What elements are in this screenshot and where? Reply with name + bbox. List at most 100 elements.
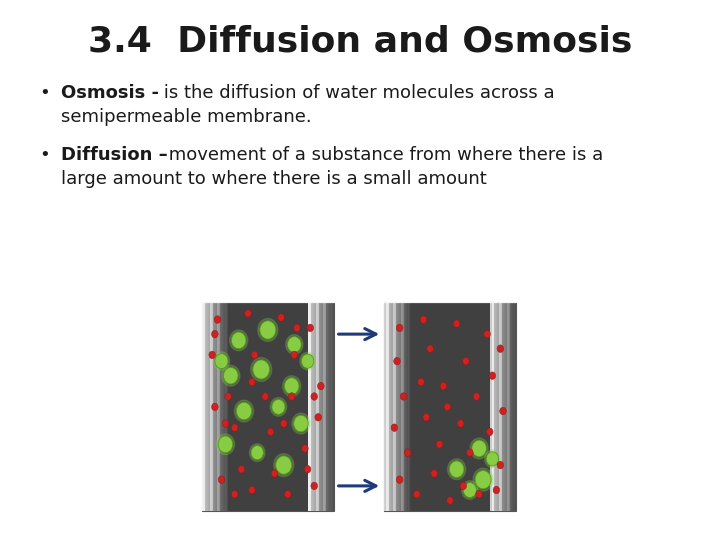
Bar: [323, 303, 325, 511]
Bar: [396, 303, 397, 511]
Bar: [222, 303, 223, 511]
Circle shape: [236, 402, 252, 420]
Text: Osmosis -: Osmosis -: [61, 84, 166, 102]
Circle shape: [231, 490, 238, 498]
Circle shape: [302, 445, 308, 453]
Bar: [325, 303, 326, 511]
Bar: [505, 303, 507, 511]
Circle shape: [294, 324, 300, 332]
Text: semipermeable membrane.: semipermeable membrane.: [61, 108, 312, 126]
Circle shape: [245, 309, 251, 317]
Circle shape: [463, 483, 477, 497]
Bar: [399, 303, 400, 511]
Bar: [402, 303, 403, 511]
Bar: [314, 303, 315, 511]
Bar: [389, 303, 390, 511]
Bar: [308, 303, 310, 511]
Circle shape: [212, 403, 218, 410]
Circle shape: [294, 415, 308, 432]
Bar: [204, 303, 205, 511]
Circle shape: [225, 393, 231, 400]
Bar: [318, 303, 320, 511]
Circle shape: [213, 352, 230, 370]
Circle shape: [500, 407, 506, 415]
Bar: [321, 303, 322, 511]
Bar: [312, 303, 313, 511]
Bar: [508, 303, 510, 511]
Circle shape: [218, 436, 233, 453]
Bar: [225, 303, 226, 511]
Bar: [384, 303, 385, 511]
Circle shape: [418, 378, 424, 386]
Bar: [398, 303, 399, 511]
Bar: [213, 303, 215, 511]
Bar: [212, 303, 213, 511]
Circle shape: [287, 336, 301, 353]
Circle shape: [493, 486, 500, 494]
Bar: [387, 303, 389, 511]
Circle shape: [400, 393, 407, 400]
Bar: [501, 303, 503, 511]
Bar: [512, 303, 513, 511]
Circle shape: [462, 481, 478, 500]
Circle shape: [258, 319, 278, 341]
Bar: [207, 303, 208, 511]
Circle shape: [449, 461, 464, 477]
Bar: [210, 303, 212, 511]
Circle shape: [251, 357, 271, 381]
Bar: [226, 303, 228, 511]
Circle shape: [280, 420, 287, 427]
Bar: [327, 303, 328, 511]
Circle shape: [431, 470, 438, 477]
Circle shape: [216, 434, 235, 455]
Text: 3.4  Diffusion and Osmosis: 3.4 Diffusion and Osmosis: [88, 24, 632, 58]
Bar: [408, 303, 409, 511]
Circle shape: [274, 454, 294, 476]
Circle shape: [238, 465, 245, 473]
Bar: [406, 303, 407, 511]
Bar: [393, 303, 395, 511]
Bar: [311, 303, 312, 511]
Circle shape: [250, 444, 265, 462]
Bar: [329, 303, 330, 511]
Circle shape: [462, 357, 469, 365]
Bar: [206, 303, 207, 511]
Circle shape: [484, 330, 490, 338]
Circle shape: [436, 441, 443, 448]
Bar: [408, 303, 410, 511]
Bar: [330, 303, 331, 511]
Bar: [490, 303, 492, 511]
Circle shape: [253, 360, 269, 379]
Bar: [407, 303, 408, 511]
Bar: [319, 303, 320, 511]
Circle shape: [391, 424, 397, 431]
Bar: [504, 303, 505, 511]
Bar: [391, 303, 392, 511]
Circle shape: [473, 468, 493, 491]
Circle shape: [446, 497, 454, 504]
Bar: [216, 303, 217, 511]
Circle shape: [282, 376, 301, 396]
Circle shape: [235, 400, 253, 422]
Circle shape: [251, 446, 264, 460]
Bar: [208, 303, 209, 511]
Bar: [333, 303, 334, 511]
Circle shape: [291, 351, 297, 359]
Bar: [502, 303, 503, 511]
Circle shape: [476, 490, 482, 498]
Bar: [384, 303, 516, 511]
Bar: [494, 303, 495, 511]
Circle shape: [448, 459, 466, 480]
Circle shape: [230, 330, 248, 351]
Bar: [390, 303, 391, 511]
Bar: [202, 303, 334, 511]
Bar: [203, 303, 204, 511]
Circle shape: [267, 428, 274, 436]
Bar: [220, 303, 221, 511]
Circle shape: [222, 420, 229, 427]
Bar: [214, 303, 215, 511]
Bar: [315, 303, 316, 511]
Bar: [323, 303, 324, 511]
Bar: [221, 303, 222, 511]
Circle shape: [248, 378, 256, 386]
